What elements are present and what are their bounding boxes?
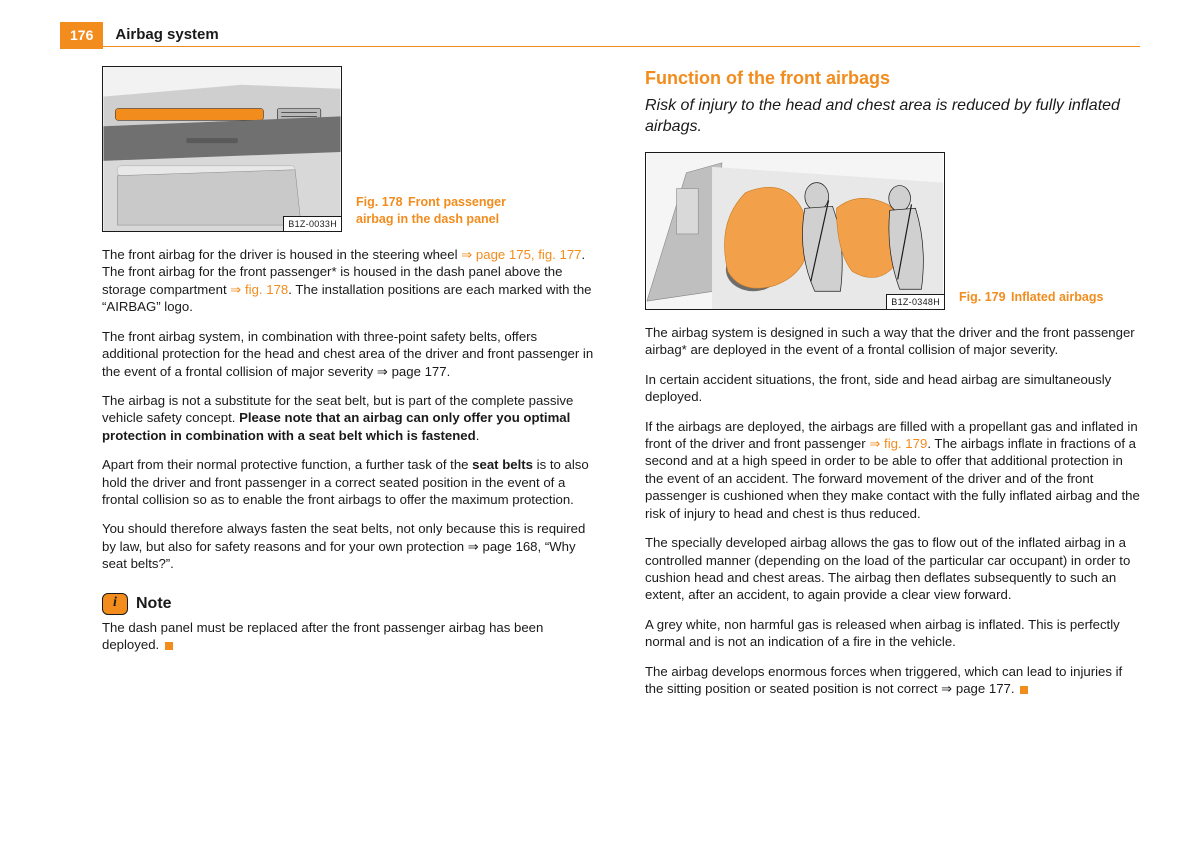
left-paragraph-3: The airbag is not a substitute for the s… xyxy=(102,392,597,444)
figure-179-caption: Fig. 179 Inflated airbags xyxy=(959,289,1103,310)
right-paragraph-4: The specially developed airbag allows th… xyxy=(645,534,1140,604)
figure-178-caption: Fig. 178 Front passenger airbag in the d… xyxy=(356,194,516,232)
end-marker-icon xyxy=(1020,686,1028,694)
dash-panel-illustration xyxy=(103,67,341,231)
figure-178-image: B1Z-0033H xyxy=(102,66,342,232)
figure-178-caption-lead: Fig. 178 xyxy=(356,195,403,209)
left-column: B1Z-0033H Fig. 178 Front passenger airba… xyxy=(102,66,597,811)
figure-179-caption-text: Inflated airbags xyxy=(1011,290,1103,304)
figure-179-caption-lead: Fig. 179 xyxy=(959,290,1006,304)
right-paragraph-5: A grey white, non harmful gas is release… xyxy=(645,616,1140,651)
right-paragraph-6: The airbag develops enormous forces when… xyxy=(645,663,1140,698)
text-fragment: Apart from their normal protective funct… xyxy=(102,457,472,472)
section-subtitle: Risk of injury to the head and chest are… xyxy=(645,96,1140,138)
left-paragraph-1: The front airbag for the driver is house… xyxy=(102,246,597,316)
left-paragraph-4: Apart from their normal protective funct… xyxy=(102,456,597,508)
text-fragment: The front airbag for the driver is house… xyxy=(102,247,461,262)
ref-fig-178: ⇒ fig. 178 xyxy=(230,282,288,297)
left-paragraph-5: You should therefore always fasten the s… xyxy=(102,520,597,572)
page-number: 176 xyxy=(60,22,103,49)
right-column: Function of the front airbags Risk of in… xyxy=(645,66,1140,811)
note-text: The dash panel must be replaced after th… xyxy=(102,619,597,654)
figure-179-code: B1Z-0348H xyxy=(886,294,944,309)
ref-page-175-fig-177: ⇒ page 175, fig. 177 xyxy=(461,247,581,262)
figure-179-image: B1Z-0348H xyxy=(645,152,945,310)
right-paragraph-1: The airbag system is designed in such a … xyxy=(645,324,1140,359)
right-paragraph-3: If the airbags are deployed, the airbags… xyxy=(645,418,1140,523)
inflated-airbags-illustration xyxy=(646,153,944,309)
section-title: Airbag system xyxy=(115,25,218,45)
text-fragment: . xyxy=(476,428,480,443)
content-area: B1Z-0033H Fig. 178 Front passenger airba… xyxy=(102,66,1140,811)
section-heading: Function of the front airbags xyxy=(645,66,1140,90)
figure-178-code: B1Z-0033H xyxy=(283,216,341,231)
bold-text: seat belts xyxy=(472,457,533,472)
ref-fig-179: ⇒ fig. 179 xyxy=(869,436,927,451)
figure-179-block: B1Z-0348H Fig. 179 Inflated airbags xyxy=(645,152,1140,310)
note-heading: i Note xyxy=(102,593,597,615)
right-paragraph-2: In certain accident situations, the fron… xyxy=(645,371,1140,406)
note-label: Note xyxy=(136,593,172,615)
text-fragment: The airbag develops enormous forces when… xyxy=(645,664,1122,696)
left-paragraph-2: The front airbag system, in combination … xyxy=(102,328,597,380)
figure-178-block: B1Z-0033H Fig. 178 Front passenger airba… xyxy=(102,66,597,232)
end-marker-icon xyxy=(165,642,173,650)
page-header: 176 Airbag system xyxy=(60,22,1140,49)
header-rule xyxy=(60,46,1140,47)
info-icon: i xyxy=(102,593,128,615)
